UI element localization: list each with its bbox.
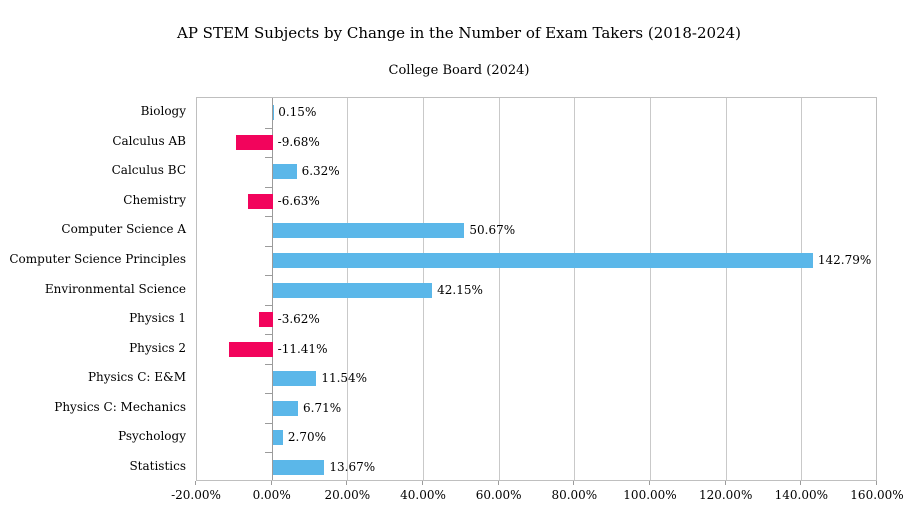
zero-axis-line: [271, 98, 273, 480]
x-axis-tick-label: 40.00%: [400, 488, 446, 502]
bar: [272, 430, 283, 446]
gridline: [650, 98, 651, 480]
category-label: Computer Science A: [61, 222, 186, 237]
x-axis-tick: [422, 481, 423, 485]
bar-value-label: -3.62%: [277, 312, 320, 327]
chart-title: AP STEM Subjects by Change in the Number…: [176, 24, 742, 42]
x-axis-tick-label: -20.00%: [171, 488, 221, 502]
category-axis-tick: [264, 187, 272, 188]
bar: [272, 459, 325, 475]
category-label: Physics 2: [129, 340, 186, 355]
x-axis-tick-label: 0.00%: [252, 488, 291, 502]
bar: [272, 223, 465, 239]
x-axis-tick-label: 160.00%: [850, 488, 904, 502]
bar: [236, 134, 273, 150]
bar: [272, 371, 317, 387]
x-axis-tick: [346, 481, 348, 485]
bar-value-label: 6.32%: [301, 164, 340, 179]
bar-value-label: 6.71%: [303, 400, 342, 415]
category-label: Calculus BC: [111, 163, 186, 178]
bar-value-label: 42.15%: [437, 282, 483, 297]
bar: [229, 341, 273, 357]
bar: [272, 105, 274, 121]
x-axis-tick-label: 60.00%: [475, 488, 522, 502]
x-axis-tick-label: 20.00%: [324, 488, 371, 502]
category-axis-tick: [264, 334, 272, 335]
bar-value-label: -9.68%: [277, 134, 320, 149]
category-axis-tick: [264, 393, 272, 394]
x-axis-tick: [573, 481, 575, 485]
bar: [247, 193, 273, 209]
category-label: Psychology: [118, 429, 186, 444]
category-label: Chemistry: [123, 192, 186, 207]
category-axis-tick: [264, 305, 272, 306]
category-axis-tick: [264, 216, 272, 217]
gridline: [801, 98, 803, 480]
category-label: Physics C: E&M: [87, 370, 186, 385]
bar: [272, 400, 299, 416]
category-label: Calculus AB: [112, 133, 186, 148]
bar: [258, 312, 273, 328]
bar: [272, 252, 813, 268]
category-axis-tick: [264, 157, 272, 158]
chart-subtitle: College Board (2024): [388, 63, 530, 78]
category-label: Computer Science Principles: [9, 251, 186, 266]
category-label: Physics C: Mechanics: [54, 399, 186, 414]
gridline: [574, 98, 576, 480]
x-axis-tick-label: 120.00%: [698, 488, 753, 502]
x-axis-tick: [724, 481, 726, 485]
x-axis-tick: [497, 481, 499, 485]
gridline: [498, 98, 500, 480]
category-axis-tick: [264, 364, 272, 365]
x-axis-tick-label: 140.00%: [774, 488, 829, 502]
bar-value-label: 2.70%: [287, 430, 326, 445]
x-axis-tick: [800, 481, 802, 485]
x-axis-tick: [270, 481, 272, 485]
x-axis-tick: [649, 481, 650, 485]
bar: [272, 282, 433, 298]
category-axis-tick: [264, 246, 272, 247]
category-axis-tick: [264, 452, 272, 453]
category-axis-tick: [264, 423, 272, 424]
bar-value-label: -6.63%: [277, 193, 320, 208]
x-axis-tick-label: 100.00%: [623, 488, 677, 502]
x-axis-tick-label: 80.00%: [551, 488, 598, 502]
bar-value-label: 50.67%: [469, 223, 516, 238]
bar-value-label: 142.79%: [817, 252, 872, 267]
bar-value-label: 0.15%: [278, 105, 317, 120]
x-axis-tick: [876, 481, 877, 485]
plot-area: 0.15% -9.68% 6.32% -6.63% 50.67% 142.79% 42.15…: [196, 97, 877, 481]
category-axis-tick: [264, 275, 272, 276]
category-label: Environmental Science: [44, 281, 186, 296]
bar-value-label: -11.41%: [277, 341, 328, 356]
bar: [272, 164, 297, 180]
category-label: Statistics: [129, 458, 186, 473]
gridline: [725, 98, 727, 480]
bar-value-label: 11.54%: [321, 371, 368, 386]
category-label: Physics 1: [129, 311, 186, 326]
x-axis-tick: [195, 481, 196, 485]
bar-value-label: 13.67%: [329, 459, 376, 474]
category-axis-tick: [264, 128, 272, 129]
category-label: Biology: [140, 104, 186, 119]
